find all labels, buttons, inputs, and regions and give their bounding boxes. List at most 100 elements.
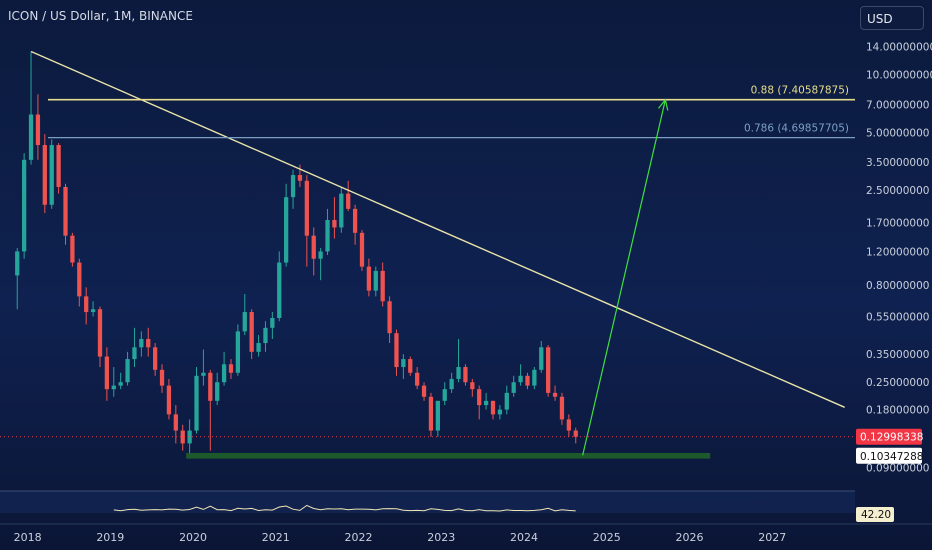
candle-2018-02 — [35, 114, 41, 146]
candle-2020-09 — [249, 312, 254, 352]
y-tick-label: 3.50000000 — [866, 157, 929, 169]
candle-2019-11 — [180, 430, 185, 444]
candle-2019-10 — [173, 414, 178, 431]
candle-2021-07 — [318, 251, 323, 259]
y-tick-label: 5.00000000 — [866, 127, 929, 139]
candle-2019-02 — [118, 382, 123, 386]
candle-2021-11 — [346, 193, 351, 209]
candle-2018-04 — [49, 145, 54, 205]
indicator-value-badge — [856, 507, 894, 522]
candle-2021-05 — [304, 180, 309, 236]
x-tick-label: 2027 — [758, 531, 786, 544]
candle-2023-10 — [504, 392, 509, 410]
candle-2019-05 — [139, 338, 144, 348]
candle-2021-03 — [290, 175, 296, 198]
candle-2021-12 — [352, 208, 358, 233]
candle-2018-07 — [70, 235, 75, 263]
chart-title: ICON / US Dollar, 1M, BINANCE — [8, 9, 193, 23]
candle-2023-02 — [449, 378, 454, 390]
x-tick-label: 2024 — [510, 531, 538, 544]
candle-2023-06 — [477, 389, 482, 406]
time-axis: 2018 2019 2020 2021 2022 2023 2024 2025 2026 2027 — [0, 523, 932, 544]
candle-2018-06 — [63, 186, 68, 236]
candle-2020-01 — [194, 375, 199, 431]
candle-2021-09 — [332, 219, 337, 228]
x-tick-label: 2026 — [676, 531, 704, 544]
candle-2019-07 — [153, 347, 158, 370]
trendline — [30, 50, 845, 408]
candle-2020-08 — [242, 312, 247, 332]
candle-2024-06 — [559, 396, 565, 420]
candle-2020-06 — [228, 364, 234, 373]
candle-2023-08 — [490, 400, 496, 415]
y-tick-label: 0.35000000 — [866, 349, 929, 361]
candle-2021-04 — [297, 175, 303, 181]
candle-2022-08 — [408, 359, 413, 373]
y-tick-label: 0.25000000 — [866, 377, 929, 389]
candle-2023-09 — [497, 409, 503, 415]
candle-2024-07 — [566, 419, 571, 431]
candle-2019-06 — [146, 338, 151, 348]
candle-2023-01 — [442, 389, 447, 401]
candle-series — [15, 51, 578, 455]
candle-2020-04 — [215, 382, 220, 401]
candle-2019-03 — [125, 359, 130, 383]
x-tick-label: 2023 — [427, 531, 455, 544]
y-tick-label: 0.80000000 — [866, 280, 929, 292]
y-tick-label: 7.00000000 — [866, 99, 929, 111]
support-zone — [186, 452, 711, 459]
candle-2021-08 — [325, 219, 330, 252]
projection-arrow-head — [658, 98, 669, 111]
candle-2018-12 — [104, 356, 110, 390]
candle-2023-12 — [518, 375, 523, 383]
y-tick-label: 0.55000000 — [866, 311, 929, 323]
candle-2022-10 — [421, 385, 427, 397]
candle-2022-07 — [401, 359, 406, 368]
candle-2024-03 — [539, 347, 544, 370]
candle-2023-05 — [470, 382, 475, 390]
fib-level-label: 0.88 (7.40587875) — [751, 85, 849, 97]
candle-2021-06 — [311, 235, 316, 259]
candle-2021-02 — [284, 197, 289, 263]
candle-2022-04 — [380, 270, 385, 302]
y-tick-label: 0.09000000 — [866, 462, 929, 474]
candle-2023-03 — [456, 367, 461, 379]
candle-2024-01 — [525, 375, 530, 386]
x-tick-label: 2018 — [14, 531, 42, 544]
candle-2020-05 — [221, 364, 227, 383]
fib-level-label: 0.786 (4.69857705) — [744, 123, 849, 135]
candle-2021-01 — [277, 262, 282, 319]
drawing-layer: 0.88 (7.40587875) 0.786 (4.69857705) — [0, 50, 855, 459]
candle-2024-04 — [546, 347, 551, 393]
candle-2019-12 — [187, 430, 192, 444]
candle-2022-03 — [373, 270, 378, 291]
candle-2023-11 — [511, 382, 516, 393]
indicator-pane: 42.20 — [0, 490, 894, 522]
candle-2024-08 — [573, 430, 578, 437]
y-tick-label: 0.18000000 — [866, 405, 929, 417]
candle-2022-12 — [435, 400, 440, 431]
candle-2019-01 — [111, 385, 116, 390]
candle-2022-06 — [394, 333, 399, 368]
candle-2022-02 — [366, 266, 372, 291]
y-tick-label: 2.50000000 — [866, 185, 929, 197]
candle-2018-03 — [42, 145, 47, 205]
price-label-text: 0.12998338 — [860, 432, 923, 444]
currency-selector[interactable]: USD — [860, 6, 924, 30]
candle-2024-05 — [552, 392, 558, 397]
candle-2017-11 — [15, 251, 20, 276]
price-axis: 14.00000000 10.00000000 7.00000000 5.000000… — [856, 42, 932, 474]
candle-2018-10 — [90, 309, 96, 313]
candle-2022-11 — [428, 396, 434, 431]
candle-2020-03 — [208, 372, 213, 401]
candle-2018-05 — [56, 145, 61, 187]
candle-2020-12 — [270, 318, 275, 328]
candle-2021-10 — [339, 193, 344, 228]
y-tick-label: 1.20000000 — [866, 246, 929, 258]
indicator-line — [113, 504, 576, 512]
x-tick-label: 2025 — [593, 531, 621, 544]
candle-2019-08 — [159, 369, 165, 386]
y-tick-label: 1.70000000 — [866, 217, 929, 229]
